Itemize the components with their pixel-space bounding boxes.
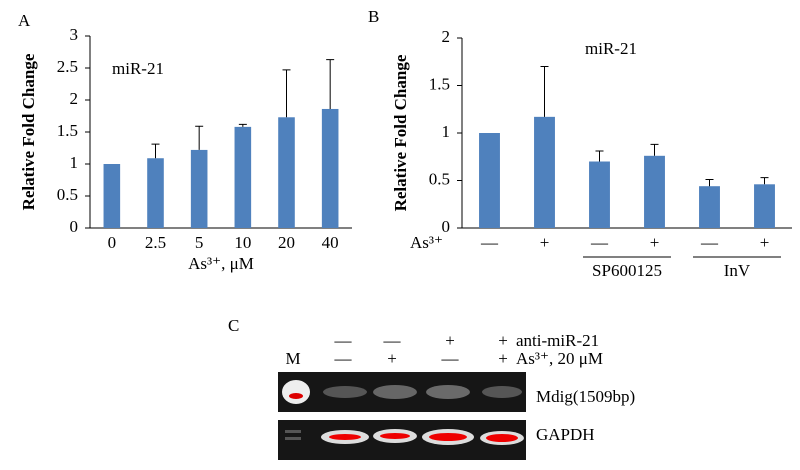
row-label: anti-miR-21 <box>516 331 599 350</box>
x-tick-label: 10 <box>234 233 251 252</box>
error-bar <box>151 143 160 159</box>
y-tick-label: 2 <box>70 89 79 108</box>
treatment-mark: — <box>480 233 499 252</box>
y-tick-label: 2.5 <box>57 57 78 76</box>
gel-image <box>278 372 526 460</box>
y-tick-label: 0 <box>442 217 451 236</box>
x-tick-label: 40 <box>322 233 339 252</box>
lane-mark: — <box>334 331 353 350</box>
gel-band <box>323 386 367 398</box>
panel-label: A <box>18 11 31 30</box>
bar <box>534 116 555 228</box>
error-bar <box>650 143 659 156</box>
gel-band <box>285 430 301 433</box>
bar <box>234 126 252 228</box>
lane-mark: + <box>387 349 397 368</box>
y-tick-label: 3 <box>70 25 79 44</box>
error-bar <box>540 66 549 117</box>
y-tick-label: 0.5 <box>429 169 450 188</box>
error-bar <box>595 150 604 162</box>
marker-label: M <box>285 349 300 368</box>
bar <box>644 155 665 228</box>
treatment-mark: + <box>760 233 770 252</box>
gel-band <box>426 385 470 399</box>
lane-mark: — <box>334 349 353 368</box>
y-tick-label: 1 <box>70 153 79 172</box>
bar <box>147 158 164 228</box>
lane-mark: + <box>498 331 508 350</box>
panel-label: B <box>368 7 379 26</box>
gel-band <box>486 434 518 442</box>
lane-mark: + <box>445 331 455 350</box>
y-tick-label: 1 <box>442 122 451 141</box>
row-label: As³⁺, 20 μM <box>516 349 603 368</box>
bar <box>278 117 295 228</box>
bar <box>103 164 121 228</box>
gel-band <box>289 393 303 399</box>
bar <box>589 161 610 228</box>
error-bar <box>195 125 204 150</box>
treatment-mark: + <box>650 233 660 252</box>
y-tick-label: 0.5 <box>57 185 78 204</box>
y-tick-label: 2 <box>442 27 451 46</box>
bar <box>190 149 208 228</box>
gel-band <box>282 380 310 404</box>
lane-mark: — <box>441 349 460 368</box>
y-axis-label: Relative Fold Change <box>391 54 410 211</box>
gel-band <box>285 437 301 440</box>
annotation: miR-21 <box>112 59 164 78</box>
lane-mark: + <box>498 349 508 368</box>
treatment-mark: — <box>590 233 609 252</box>
x-tick-label: 2.5 <box>145 233 166 252</box>
band-label: Mdig(1509bp) <box>536 387 635 406</box>
error-bar <box>238 123 247 127</box>
y-tick-label: 0 <box>70 217 79 236</box>
x-tick-label: 20 <box>278 233 295 252</box>
error-bar <box>760 177 769 185</box>
group-label: InV <box>724 261 751 280</box>
treatment-mark: + <box>540 233 550 252</box>
gel-band <box>373 385 417 399</box>
bar <box>479 133 500 228</box>
y-tick-label: 1.5 <box>57 121 78 140</box>
gel-band <box>482 386 522 398</box>
x-axis-label: As³⁺, μM <box>188 254 254 273</box>
bar <box>321 108 339 228</box>
band-label: GAPDH <box>536 425 595 444</box>
y-tick-label: 1.5 <box>429 74 450 93</box>
bar <box>699 186 720 228</box>
error-bar <box>326 59 335 109</box>
x-tick-label: 0 <box>108 233 117 252</box>
error-bar <box>282 69 291 118</box>
error-bar <box>705 179 714 187</box>
gel-band <box>380 433 410 439</box>
panel-label: C <box>228 316 239 335</box>
y-axis-label: Relative Fold Change <box>19 53 38 210</box>
x-tick-label: 5 <box>195 233 204 252</box>
gel-band <box>429 433 467 441</box>
treatment-label: As³⁺ <box>410 233 443 252</box>
lane-mark: — <box>383 331 402 350</box>
annotation: miR-21 <box>585 39 637 58</box>
gel-band <box>329 434 361 440</box>
treatment-mark: — <box>700 233 719 252</box>
bar <box>754 184 775 228</box>
group-label: SP600125 <box>592 261 662 280</box>
